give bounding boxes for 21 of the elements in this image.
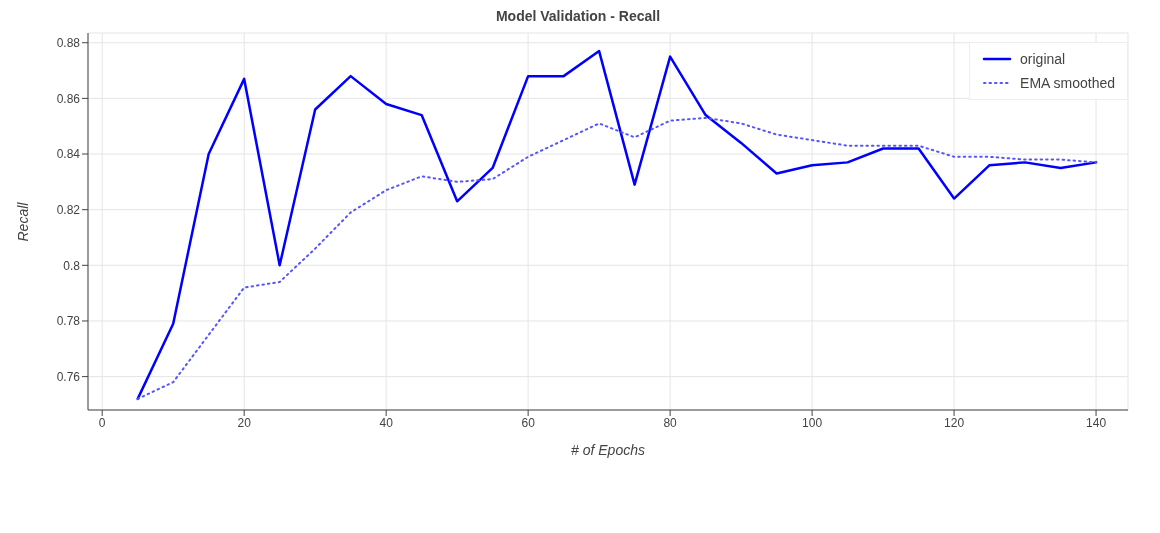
y-tick-label: 0.88	[56, 36, 81, 50]
y-tick-label: 0.76	[56, 369, 81, 384]
x-tick-label: 20	[237, 415, 252, 430]
y-tick-label: 0.78	[56, 314, 81, 329]
x-tick-label: 40	[379, 415, 394, 430]
x-axis-title: # of Epochs	[571, 442, 645, 458]
x-tick-label: 0	[98, 415, 106, 430]
y-axis-title: Recall	[14, 201, 31, 242]
line-series	[136, 116, 1098, 400]
x-tick-label: 120	[944, 415, 965, 430]
y-tick-label: 0.8	[63, 258, 81, 273]
x-tick-label: 80	[663, 415, 678, 430]
x-tick-label: 140	[1086, 415, 1107, 430]
legend-label: original	[1020, 50, 1066, 69]
legend-label: EMA smoothed	[1020, 74, 1115, 93]
y-tick-label: 0.84	[56, 147, 81, 162]
chart-title: Model Validation - Recall	[494, 8, 662, 26]
x-tick-label: 60	[521, 415, 536, 430]
y-tick-label: 0.82	[56, 202, 81, 217]
y-tick-label: 0.86	[56, 91, 81, 106]
x-tick-label: 100	[802, 415, 823, 430]
